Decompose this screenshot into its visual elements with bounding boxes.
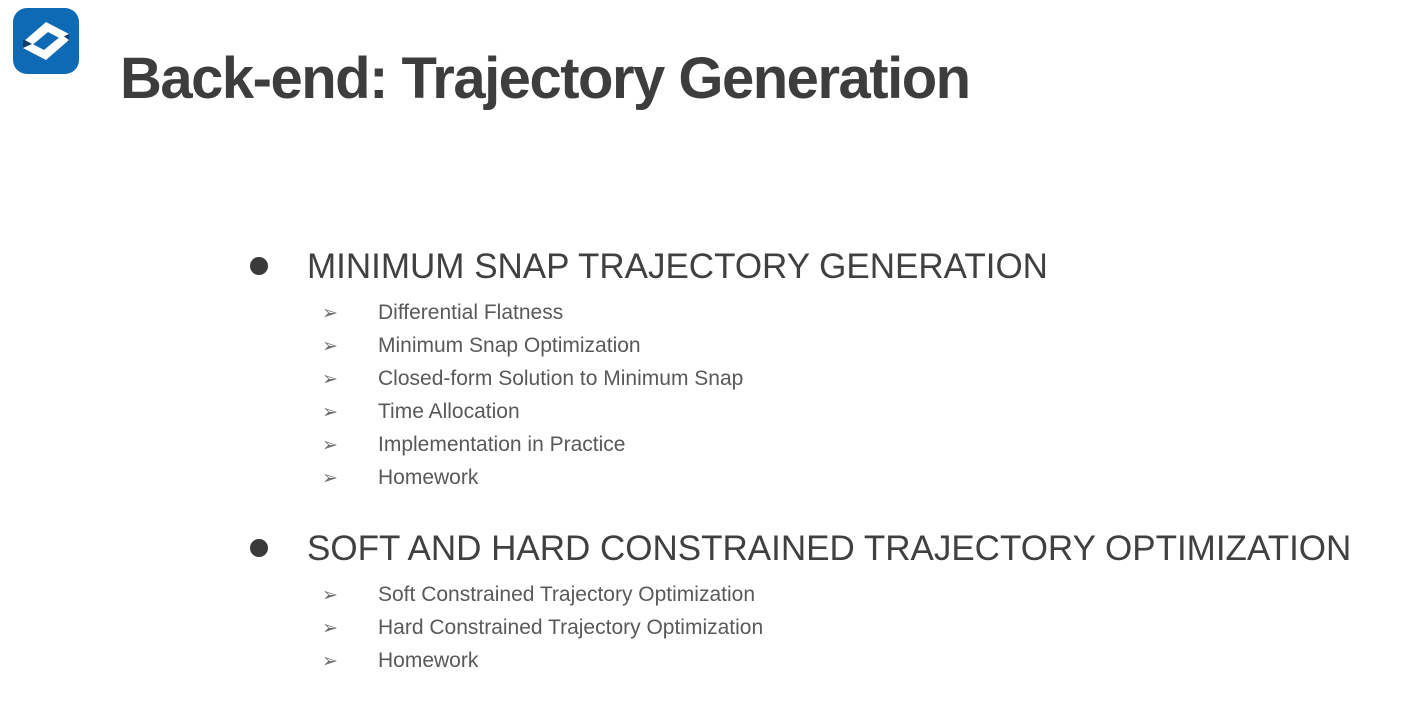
list-item: ➢ Minimum Snap Optimization [322,329,1351,362]
bullet-dot-icon [250,257,268,275]
arrowhead-bullet-icon: ➢ [322,618,338,639]
list-item: ➢ Homework [322,461,1351,494]
list-item-label: Minimum Snap Optimization [378,334,641,357]
list-item: ➢ Closed-form Solution to Minimum Snap [322,362,1351,395]
section-heading: SOFT AND HARD CONSTRAINED TRAJECTORY OPT… [307,529,1352,568]
list-item-label: Soft Constrained Trajectory Optimization [378,583,755,606]
arrowhead-bullet-icon: ➢ [322,435,338,456]
list-item: ➢ Homework [322,644,1351,677]
list-item-label: Homework [378,649,479,672]
section-item-list: ➢ Soft Constrained Trajectory Optimizatio… [322,578,1351,677]
list-item: ➢ Differential Flatness [322,296,1351,329]
arrowhead-bullet-icon: ➢ [322,651,338,672]
outline-section: SOFT AND HARD CONSTRAINED TRAJECTORY OPT… [250,528,1351,677]
page-title: Back-end: Trajectory Generation [120,45,971,111]
list-item-label: Homework [378,466,479,489]
section-heading-row: MINIMUM SNAP TRAJECTORY GENERATION [250,246,1351,288]
list-item: ➢ Implementation in Practice [322,428,1351,461]
arrowhead-bullet-icon: ➢ [322,303,338,324]
section-item-list: ➢ Differential Flatness ➢ Minimum Snap Opti… [322,296,1351,494]
list-item-label: Hard Constrained Trajectory Optimization [378,616,764,639]
arrowhead-bullet-icon: ➢ [322,369,338,390]
section-heading-row: SOFT AND HARD CONSTRAINED TRAJECTORY OPT… [250,528,1351,570]
bullet-dot-icon [250,539,268,557]
arrowhead-bullet-icon: ➢ [322,402,338,423]
shenlan-logo-icon [13,8,79,74]
list-item-label: Implementation in Practice [378,433,626,456]
arrowhead-bullet-icon: ➢ [322,585,338,606]
list-item: ➢ Hard Constrained Trajectory Optimizatio… [322,611,1351,644]
list-item-label: Differential Flatness [378,301,564,324]
outline-section: MINIMUM SNAP TRAJECTORY GENERATION ➢ Diffe… [250,246,1351,494]
arrowhead-bullet-icon: ➢ [322,336,338,357]
list-item-label: Time Allocation [378,400,520,423]
section-heading: MINIMUM SNAP TRAJECTORY GENERATION [307,247,1048,286]
arrowhead-bullet-icon: ➢ [322,468,338,489]
list-item: ➢ Time Allocation [322,395,1351,428]
list-item: ➢ Soft Constrained Trajectory Optimizatio… [322,578,1351,611]
list-item-label: Closed-form Solution to Minimum Snap [378,367,744,390]
outline: MINIMUM SNAP TRAJECTORY GENERATION ➢ Diffe… [250,246,1351,704]
